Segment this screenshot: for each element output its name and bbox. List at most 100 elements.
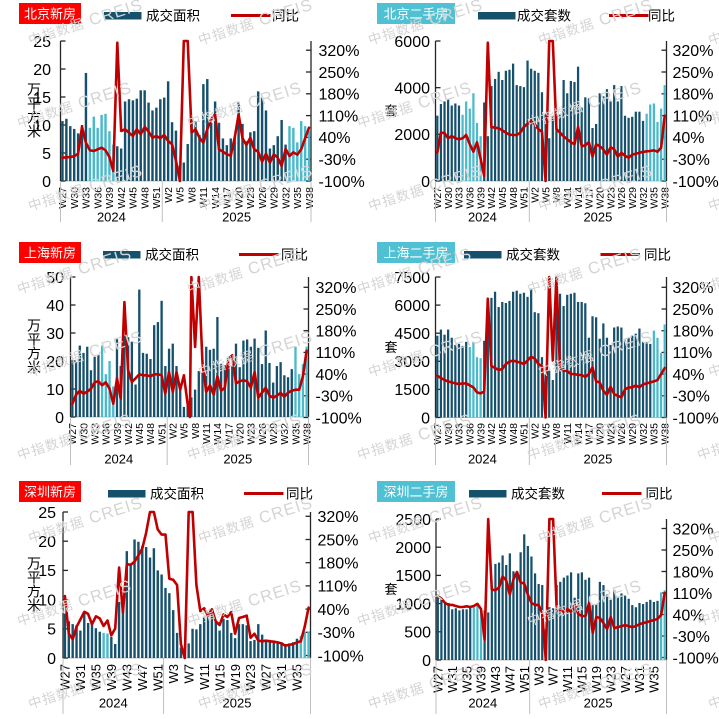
svg-text:-100%: -100% <box>673 650 719 667</box>
svg-text:平: 平 <box>27 570 41 586</box>
svg-text:北京二手房: 北京二手房 <box>383 7 448 22</box>
svg-text:W5: W5 <box>540 187 552 203</box>
svg-text:W11: W11 <box>201 423 213 444</box>
svg-text:250%: 250% <box>673 302 714 319</box>
svg-text:同比: 同比 <box>272 9 299 24</box>
svg-text:W3: W3 <box>531 666 546 686</box>
svg-text:-30%: -30% <box>673 389 710 406</box>
svg-text:30: 30 <box>46 326 64 343</box>
svg-text:W51: W51 <box>519 423 531 445</box>
svg-text:W27: W27 <box>618 666 633 693</box>
svg-text:110%: 110% <box>319 108 359 125</box>
svg-text:2025: 2025 <box>223 696 252 711</box>
svg-text:40%: 40% <box>319 130 351 147</box>
svg-text:W51: W51 <box>156 423 168 445</box>
svg-text:10: 10 <box>33 118 51 135</box>
svg-text:25: 25 <box>33 34 51 51</box>
svg-text:W30: W30 <box>443 423 455 445</box>
svg-text:上海新房: 上海新房 <box>24 246 76 261</box>
svg-text:W2: W2 <box>530 187 542 203</box>
svg-text:W51: W51 <box>151 187 163 209</box>
svg-text:2024: 2024 <box>104 452 133 467</box>
svg-text:同比: 同比 <box>286 487 313 502</box>
svg-text:W33: W33 <box>81 187 93 209</box>
svg-text:180%: 180% <box>673 564 714 581</box>
svg-text:W17: W17 <box>584 187 596 209</box>
svg-text:W36: W36 <box>92 187 104 209</box>
svg-text:同比: 同比 <box>648 9 675 24</box>
svg-text:6000: 6000 <box>394 34 430 51</box>
svg-text:同比: 同比 <box>644 248 671 263</box>
svg-text:W20: W20 <box>233 187 245 209</box>
svg-text:0: 0 <box>422 653 431 670</box>
svg-text:W35: W35 <box>290 664 305 691</box>
svg-text:W42: W42 <box>486 187 498 209</box>
svg-text:W17: W17 <box>223 423 235 445</box>
svg-text:320%: 320% <box>316 280 357 297</box>
svg-text:W39: W39 <box>104 187 116 209</box>
svg-text:W8: W8 <box>186 187 198 203</box>
svg-text:-100%: -100% <box>316 410 362 427</box>
svg-text:110%: 110% <box>318 579 358 596</box>
svg-text:W30: W30 <box>78 423 90 445</box>
svg-text:W35: W35 <box>647 666 662 693</box>
svg-text:2025: 2025 <box>583 452 612 467</box>
svg-text:同比: 同比 <box>281 248 308 263</box>
svg-text:0: 0 <box>42 174 51 191</box>
svg-text:-30%: -30% <box>673 629 710 646</box>
svg-text:250%: 250% <box>318 532 359 549</box>
svg-text:W2: W2 <box>168 423 180 439</box>
svg-text:-100%: -100% <box>673 410 719 427</box>
svg-text:W51: W51 <box>517 666 532 693</box>
svg-text:180%: 180% <box>318 556 359 573</box>
svg-text:W17: W17 <box>584 423 596 445</box>
svg-text:方: 方 <box>27 584 41 600</box>
svg-text:W17: W17 <box>222 187 234 209</box>
svg-text:W43: W43 <box>488 666 503 693</box>
svg-text:深圳新房: 深圳新房 <box>24 485 76 500</box>
svg-text:万: 万 <box>27 82 41 98</box>
svg-text:W39: W39 <box>104 664 119 691</box>
svg-text:W32: W32 <box>638 187 650 209</box>
svg-text:W29: W29 <box>627 187 639 209</box>
svg-text:250%: 250% <box>673 543 714 560</box>
svg-text:W38: W38 <box>659 423 671 445</box>
svg-text:110%: 110% <box>673 586 713 603</box>
svg-text:180%: 180% <box>673 87 714 104</box>
svg-text:W39: W39 <box>475 423 487 445</box>
svg-text:W38: W38 <box>659 187 671 209</box>
svg-text:W27: W27 <box>430 666 445 693</box>
svg-text:W2: W2 <box>530 423 542 439</box>
svg-text:0: 0 <box>47 651 56 668</box>
svg-text:15: 15 <box>38 563 56 580</box>
svg-text:500: 500 <box>404 625 431 642</box>
svg-text:W11: W11 <box>198 187 210 208</box>
svg-text:W5: W5 <box>175 187 187 203</box>
svg-text:W36: W36 <box>465 187 477 209</box>
svg-text:北京新房: 北京新房 <box>24 7 76 22</box>
svg-text:W36: W36 <box>101 423 113 445</box>
svg-text:W35: W35 <box>292 187 304 209</box>
svg-text:3000: 3000 <box>394 354 430 371</box>
svg-text:W35: W35 <box>290 423 302 445</box>
svg-text:W48: W48 <box>508 423 520 445</box>
svg-text:方: 方 <box>27 110 41 126</box>
svg-text:2024: 2024 <box>468 210 497 225</box>
svg-text:25: 25 <box>38 505 56 522</box>
svg-text:W48: W48 <box>145 423 157 445</box>
svg-text:20: 20 <box>33 62 51 79</box>
svg-text:2024: 2024 <box>468 696 497 711</box>
svg-text:7500: 7500 <box>394 270 430 287</box>
svg-text:2025: 2025 <box>584 696 613 711</box>
svg-text:W29: W29 <box>268 423 280 445</box>
svg-text:米: 米 <box>27 598 41 614</box>
svg-text:W5: W5 <box>179 423 191 439</box>
svg-text:W26: W26 <box>616 187 628 209</box>
svg-text:W23: W23 <box>605 187 617 209</box>
svg-text:320%: 320% <box>673 43 714 60</box>
svg-text:W48: W48 <box>508 187 520 209</box>
svg-text:110%: 110% <box>673 345 713 362</box>
svg-text:-100%: -100% <box>318 648 364 665</box>
svg-text:2024: 2024 <box>468 452 497 467</box>
svg-text:万: 万 <box>27 318 41 334</box>
